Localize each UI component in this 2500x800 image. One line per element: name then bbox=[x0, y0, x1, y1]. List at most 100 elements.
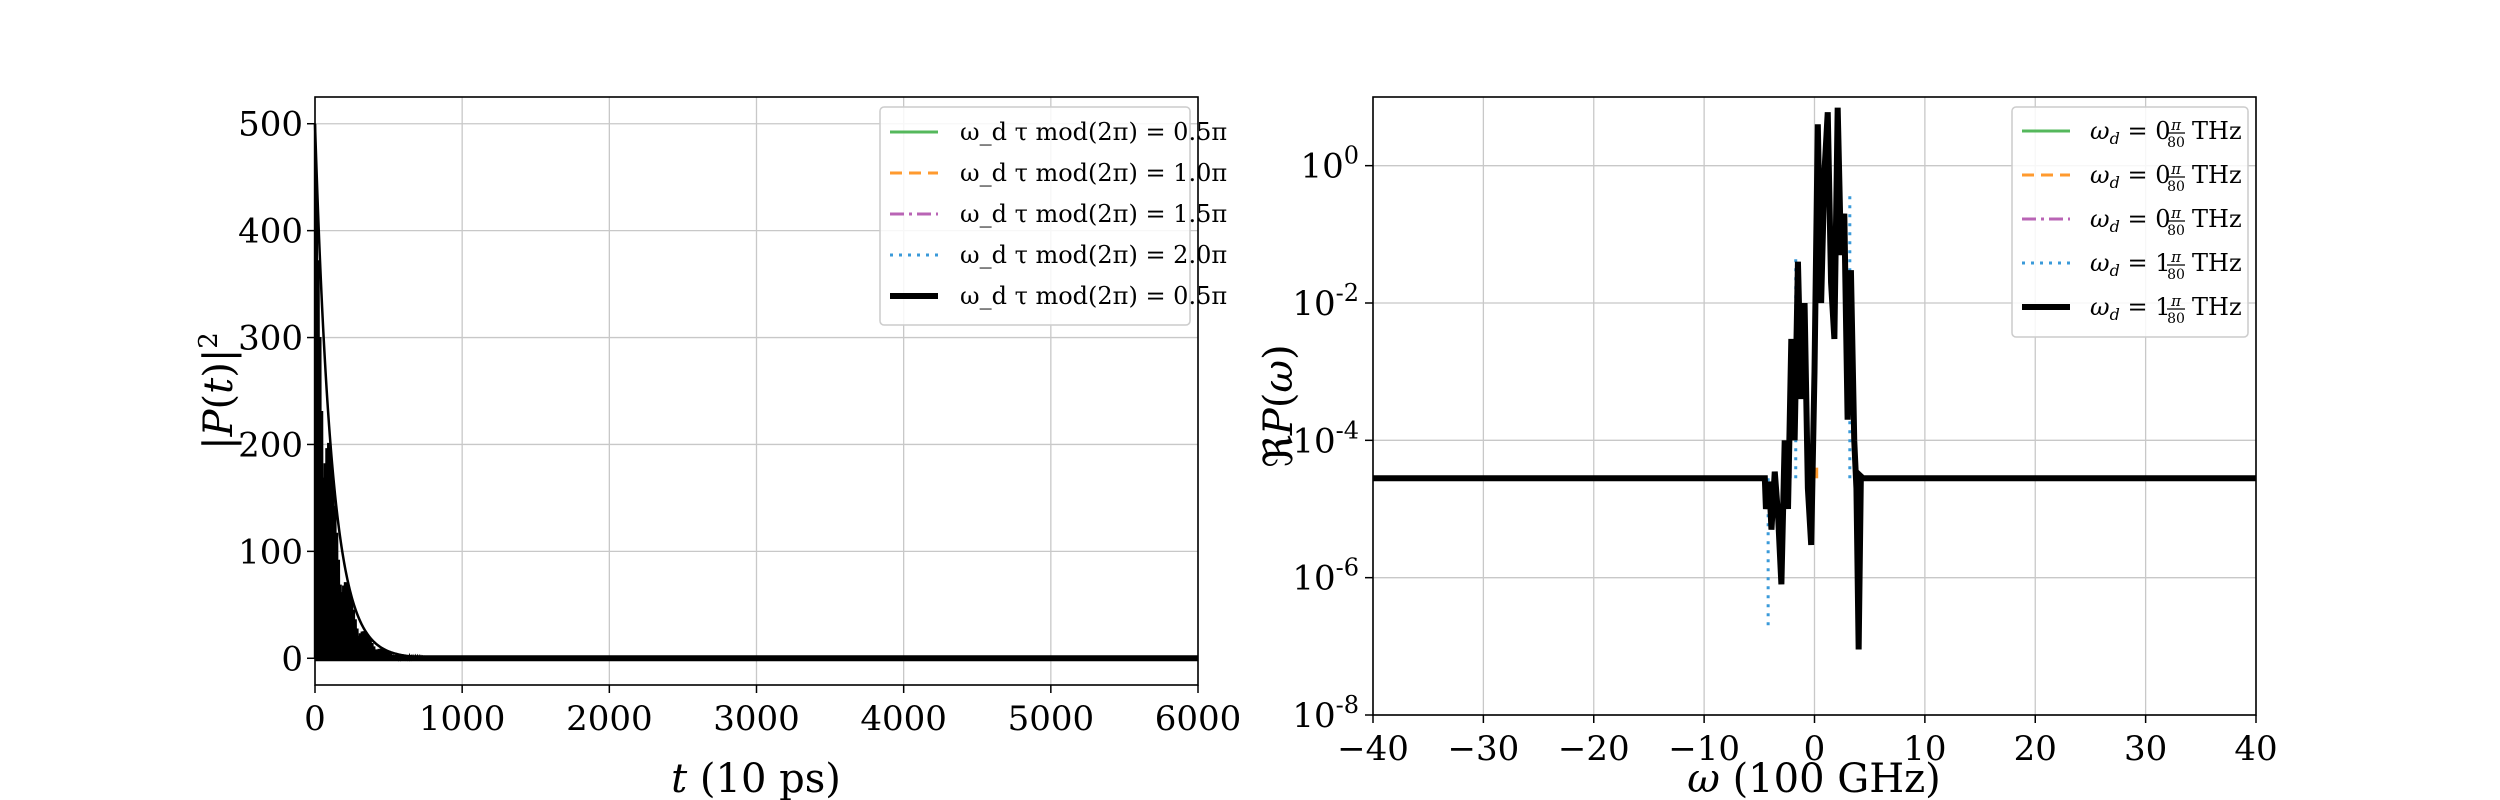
legend-eq: = 0 bbox=[2120, 205, 2171, 233]
right-y-tick-label: 100 bbox=[1300, 142, 1359, 187]
left-y-axis-t: t bbox=[196, 377, 242, 394]
left-legend-box bbox=[879, 106, 1191, 326]
right-legend-label: ωd = 0 bbox=[2090, 161, 2170, 192]
legend-eq: = 0 bbox=[2120, 161, 2171, 189]
right-y-axis-label: ℜP(ω) bbox=[1256, 344, 1302, 467]
left-y-tick-label: 500 bbox=[238, 105, 303, 145]
left-y-axis-close: )| bbox=[196, 349, 242, 378]
right-legend-label: ωd = 1 bbox=[2090, 249, 2170, 280]
legend-sub: d bbox=[2110, 217, 2120, 236]
left-y-tick-label: 200 bbox=[238, 425, 303, 465]
right-y-axis-omega: ω bbox=[1256, 360, 1302, 393]
left-chart: 0 1000 2000 3000 4000 5000 6000 0 100 200 300 400 5… bbox=[194, 96, 1241, 800]
right-y-tick-exponent: -2 bbox=[1336, 279, 1359, 307]
left-legend-label: ω_d τ mod(2π) = 2.0π bbox=[960, 241, 1227, 269]
left-x-tick-label: 5000 bbox=[1008, 699, 1095, 739]
left-x-tick-label: 4000 bbox=[860, 699, 947, 739]
left-x-tick-label: 0 bbox=[304, 699, 326, 739]
left-y-ticks: 0 100 200 300 400 500 bbox=[238, 105, 315, 679]
legend-fraction-numerator: π bbox=[2170, 204, 2182, 222]
legend-omega: ω bbox=[2090, 205, 2110, 233]
right-legend-label: ωd = 0 bbox=[2090, 117, 2170, 148]
legend-fraction-denominator: 80 bbox=[2167, 179, 2185, 195]
legend-fraction-denominator: 80 bbox=[2167, 223, 2185, 239]
legend-omega: ω bbox=[2090, 161, 2110, 189]
right-x-tick-label: 10 bbox=[1903, 729, 1946, 769]
right-y-tick-base: 10 bbox=[1292, 696, 1335, 736]
right-x-tick-label: −30 bbox=[1447, 729, 1519, 769]
legend-sub: d bbox=[2110, 305, 2120, 324]
left-data-layer bbox=[313, 123, 1198, 662]
right-y-axis-var: P bbox=[1256, 407, 1302, 436]
right-legend-label: ωd = 0 bbox=[2090, 205, 2170, 236]
left-y-axis-bar-open: | bbox=[196, 436, 242, 449]
legend-unit: THz bbox=[2192, 293, 2242, 321]
left-x-ticks: 0 1000 2000 3000 4000 5000 6000 bbox=[304, 685, 1241, 739]
right-x-axis-unit: (100 GHz) bbox=[1720, 756, 1941, 800]
right-y-tick-base: 10 bbox=[1292, 284, 1335, 324]
right-chart: −40 −30 −20 −10 0 10 20 30 40 10010-210-410-610-… bbox=[1256, 96, 2278, 800]
left-y-tick-label: 300 bbox=[238, 319, 303, 359]
right-x-tick-label: 40 bbox=[2234, 729, 2277, 769]
right-data-layer bbox=[1373, 107, 2256, 650]
left-legend-label: ω_d τ mod(2π) = 0.5π bbox=[960, 118, 1227, 146]
right-x-axis-label: ω (100 GHz) bbox=[1687, 756, 1941, 800]
legend-fraction-numerator: π bbox=[2170, 160, 2182, 178]
right-x-tick-label: −20 bbox=[1558, 729, 1630, 769]
legend-unit: THz bbox=[2192, 161, 2242, 189]
legend-omega: ω bbox=[2090, 117, 2110, 145]
legend-sub: d bbox=[2110, 261, 2120, 280]
right-y-tick-exponent: -6 bbox=[1336, 554, 1359, 582]
right-y-tick-label: 10-8 bbox=[1292, 691, 1359, 736]
right-y-tick-label: 10-4 bbox=[1292, 416, 1359, 461]
legend-unit: THz bbox=[2192, 249, 2242, 277]
right-legend-box bbox=[2011, 106, 2249, 338]
right-y-tick-exponent: -4 bbox=[1336, 416, 1359, 444]
left-x-axis-var: t bbox=[671, 756, 688, 800]
left-legend-label: ω_d τ mod(2π) = 0.5π bbox=[960, 282, 1227, 310]
left-y-axis-var: P bbox=[196, 408, 242, 437]
left-y-axis-label: |P(t)|2 bbox=[194, 332, 242, 450]
right-x-tick-label: 30 bbox=[2124, 729, 2167, 769]
legend-omega: ω bbox=[2090, 293, 2110, 321]
legend-fraction-numerator: π bbox=[2170, 248, 2182, 266]
right-y-tick-label: 10-2 bbox=[1292, 279, 1359, 324]
legend-unit: THz bbox=[2192, 117, 2242, 145]
left-x-axis-unit: (10 ps) bbox=[687, 756, 841, 800]
right-y-tick-label: 10-6 bbox=[1292, 554, 1359, 599]
left-x-axis-label: t (10 ps) bbox=[671, 756, 841, 800]
right-x-tick-label: −40 bbox=[1337, 729, 1409, 769]
legend-eq: = 1 bbox=[2120, 249, 2171, 277]
legend-fraction-denominator: 80 bbox=[2167, 267, 2185, 283]
right-y-axis-open: ( bbox=[1256, 393, 1302, 409]
left-x-tick-label: 2000 bbox=[566, 699, 653, 739]
right-y-tick-exponent: 0 bbox=[1344, 142, 1359, 170]
right-y-axis-close: ) bbox=[1256, 344, 1302, 360]
left-x-tick-label: 3000 bbox=[713, 699, 800, 739]
left-y-tick-label: 0 bbox=[281, 639, 303, 679]
left-x-tick-label: 6000 bbox=[1155, 699, 1242, 739]
right-x-tick-label: 0 bbox=[1804, 729, 1826, 769]
right-x-tick-label: −10 bbox=[1668, 729, 1740, 769]
legend-omega: ω bbox=[2090, 249, 2110, 277]
legend-fraction-denominator: 80 bbox=[2167, 135, 2185, 151]
right-x-tick-label: 20 bbox=[2014, 729, 2057, 769]
left-y-axis-arg: ( bbox=[196, 394, 242, 410]
left-y-tick-label: 400 bbox=[238, 212, 303, 252]
legend-eq: = 0 bbox=[2120, 117, 2171, 145]
right-y-tick-base: 10 bbox=[1300, 147, 1343, 187]
right-series-black bbox=[1373, 107, 2256, 650]
legend-sub: d bbox=[2110, 129, 2120, 148]
left-y-tick-label: 100 bbox=[238, 532, 303, 572]
right-x-ticks: −40 −30 −20 −10 0 10 20 30 40 bbox=[1337, 715, 2278, 769]
left-y-axis-exponent: 2 bbox=[194, 332, 224, 349]
legend-fraction-numerator: π bbox=[2170, 292, 2182, 310]
left-legend: ω_d τ mod(2π) = 0.5π ω_d τ mod(2π) = 1.0π… bbox=[879, 106, 1227, 326]
legend-fraction-numerator: π bbox=[2170, 116, 2182, 134]
legend-unit: THz bbox=[2192, 205, 2242, 233]
legend-fraction-denominator: 80 bbox=[2167, 311, 2185, 327]
right-y-tick-base: 10 bbox=[1292, 559, 1335, 599]
